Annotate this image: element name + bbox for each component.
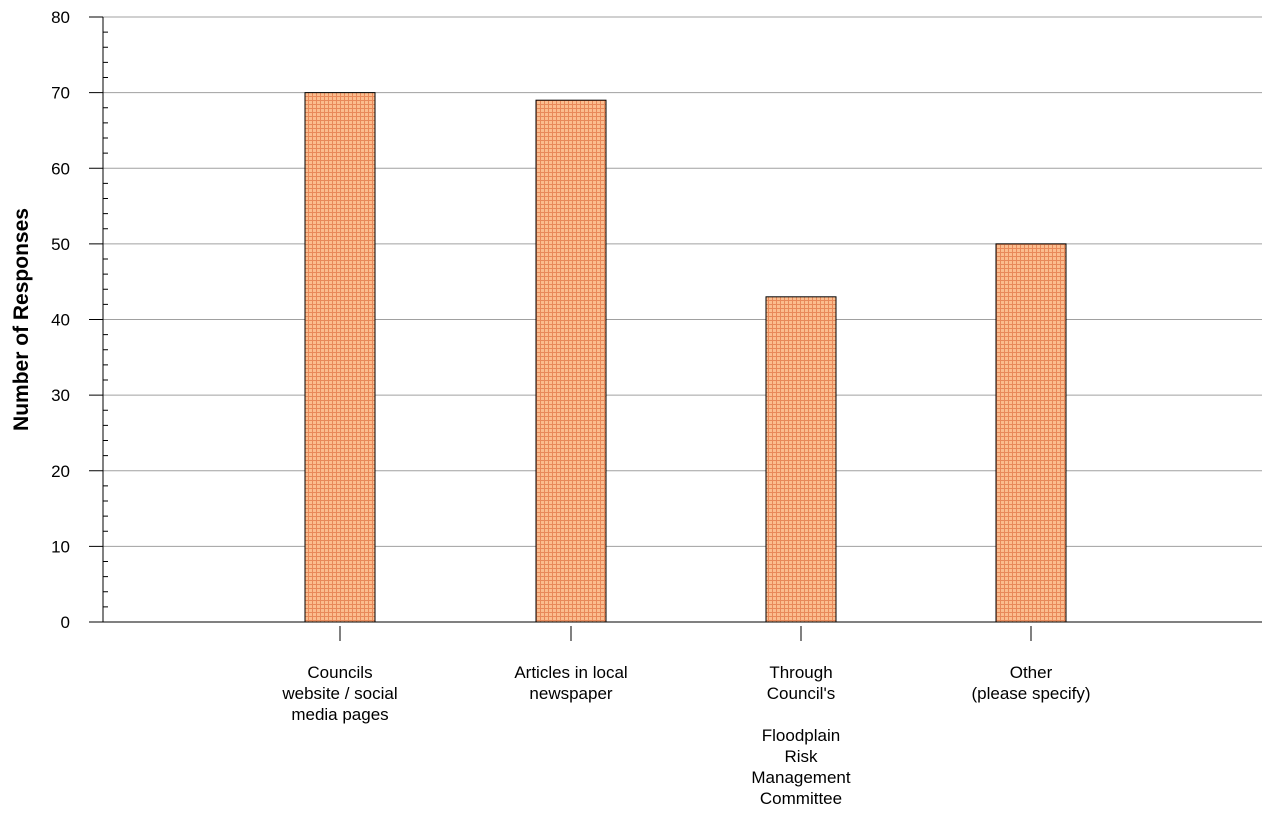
x-category-label: Other (please specify) [971,663,1090,703]
bar [995,243,1067,623]
x-axis: Councils website / social media pages Artic… [103,621,1262,808]
y-tick-label: 30 [51,386,70,405]
y-tick-label: 0 [61,613,70,632]
bars [304,92,1067,623]
y-tick-label: 40 [51,311,70,330]
bar [765,296,837,623]
y-tick-label: 80 [51,8,70,27]
y-tick-label: 20 [51,462,70,481]
x-category-label: Through Council's Floodplain Risk Managemen… [751,663,851,808]
bar [535,99,607,623]
x-category-label: Councils website / social media pages [281,663,397,724]
y-tick-label: 60 [51,159,70,178]
y-axis: 0 10 20 30 40 50 60 70 80 [51,8,108,632]
y-tick-label: 70 [51,84,70,103]
gridlines [103,16,1262,547]
y-tick-label: 50 [51,235,70,254]
bar [304,92,376,623]
x-category-label: Articles in local newspaper [514,663,627,703]
y-tick-label: 10 [51,537,70,556]
y-axis-title: Number of Responses [10,208,33,431]
